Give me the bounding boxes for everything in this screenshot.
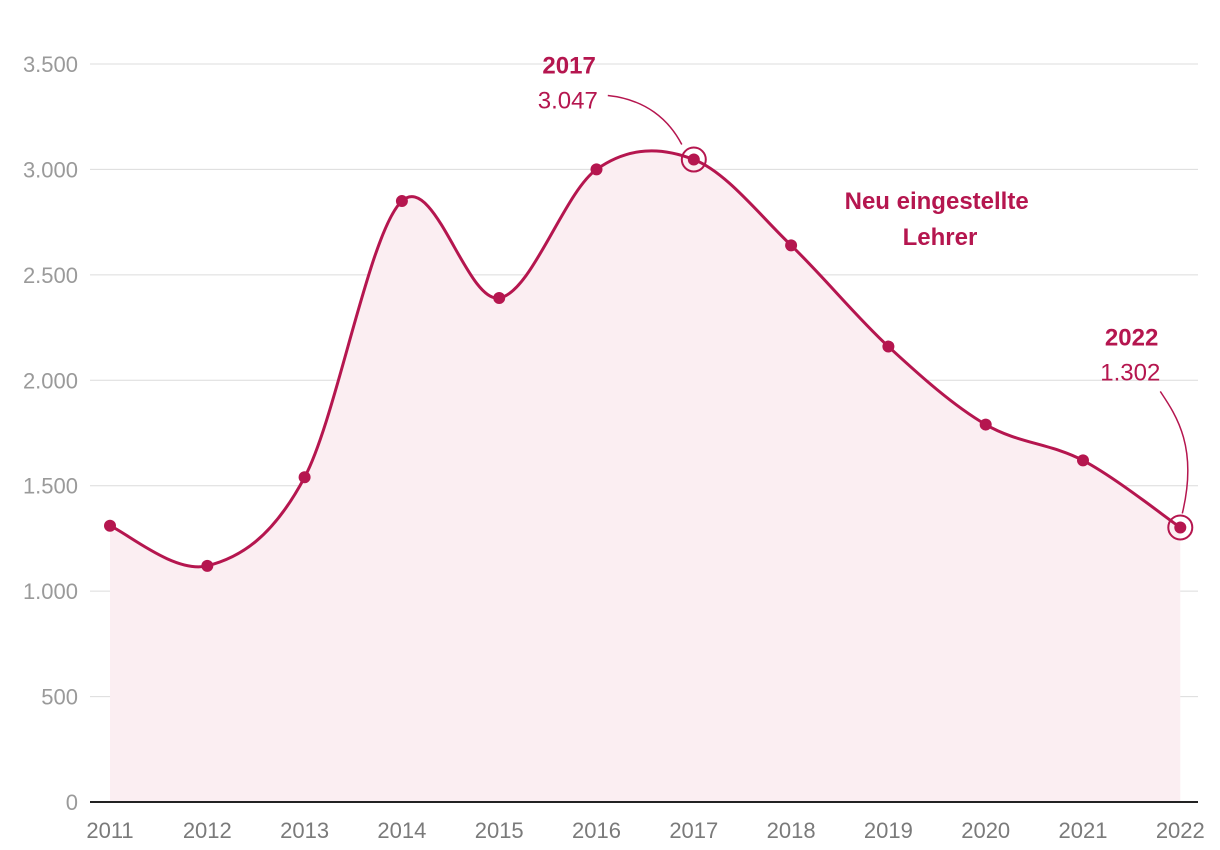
data-point xyxy=(590,163,603,176)
data-point xyxy=(1174,521,1187,534)
x-tick-label: 2014 xyxy=(377,818,426,843)
annotation-value: 3.047 xyxy=(538,88,598,115)
x-tick-label: 2018 xyxy=(767,818,816,843)
data-points xyxy=(104,153,1187,572)
x-tick-label: 2015 xyxy=(475,818,524,843)
data-point xyxy=(104,519,116,532)
annotations: 2017 3.047 2022 1.302 xyxy=(538,53,1194,541)
y-axis-ticks: 0 500 1.000 1.500 2.000 2.500 3.000 3.500 xyxy=(23,52,78,815)
annotation-year: 2017 xyxy=(542,53,595,80)
series-label: Neu eingestellte Lehrer xyxy=(845,188,1036,251)
x-axis-ticks: 2011 2012 2013 2014 2015 2016 2017 2018 2019 2020… xyxy=(86,818,1204,843)
area-fill xyxy=(110,150,1181,802)
annotation-value: 1.302 xyxy=(1100,359,1160,386)
x-tick-label: 2020 xyxy=(961,818,1010,843)
y-tick-label: 3.000 xyxy=(23,157,78,182)
data-point xyxy=(493,292,506,305)
series-label-line-2: Lehrer xyxy=(903,224,978,251)
data-point xyxy=(979,418,992,431)
highlight-ring xyxy=(680,146,707,173)
x-tick-label: 2019 xyxy=(864,818,913,843)
x-tick-label: 2016 xyxy=(572,818,621,843)
data-point xyxy=(1077,454,1089,467)
x-tick-label: 2017 xyxy=(669,818,718,843)
annotation-connector xyxy=(1159,391,1189,514)
y-tick-label: 2.500 xyxy=(23,263,78,288)
highlight-ring xyxy=(1167,514,1194,541)
x-tick-label: 2022 xyxy=(1156,818,1205,843)
y-tick-label: 0 xyxy=(66,790,78,815)
annotation-connector xyxy=(607,94,683,145)
y-tick-label: 1.000 xyxy=(23,579,78,604)
x-tick-label: 2021 xyxy=(1059,818,1108,843)
y-tick-label: 1.500 xyxy=(23,474,78,499)
y-tick-label: 500 xyxy=(41,685,78,710)
annotation-year: 2022 xyxy=(1105,324,1158,351)
data-point xyxy=(201,559,214,572)
data-point xyxy=(882,340,895,353)
y-tick-label: 3.500 xyxy=(23,52,78,77)
data-point xyxy=(298,471,311,484)
series-label-line-1: Neu eingestellte xyxy=(845,188,1029,215)
x-tick-label: 2012 xyxy=(183,818,232,843)
data-point xyxy=(785,239,798,252)
x-tick-label: 2013 xyxy=(280,818,329,843)
y-tick-label: 2.000 xyxy=(23,368,78,393)
data-point xyxy=(395,195,408,208)
x-tick-label: 2011 xyxy=(86,818,133,843)
data-point xyxy=(687,153,700,166)
